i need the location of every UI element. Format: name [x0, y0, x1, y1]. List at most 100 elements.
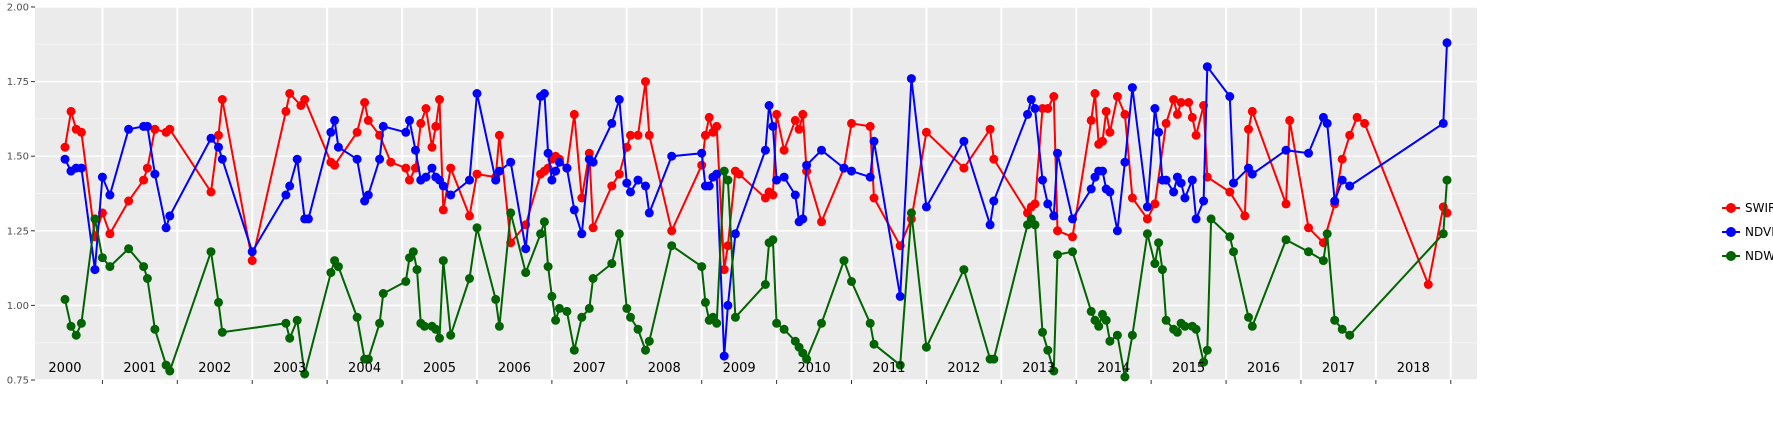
data-point-ndvi	[76, 163, 86, 173]
data-point-swir	[1043, 104, 1053, 113]
year-label: 2014	[1097, 361, 1130, 376]
data-point-swir	[1184, 98, 1194, 107]
data-point-swir	[1105, 127, 1115, 137]
data-point-ndvi	[411, 145, 420, 155]
data-point-ndwi	[551, 315, 561, 325]
data-point-ndwi	[333, 262, 343, 272]
data-point-ndvi	[723, 300, 733, 310]
legend-label-ndvi: NDVI	[1745, 225, 1773, 239]
data-point-ndvi	[1330, 196, 1340, 206]
plot-svg: 2000 2001 2002 2003 2004 2005 2006 2007 2008 2009…	[7, 3, 1477, 387]
data-point-ndwi	[1199, 357, 1209, 367]
data-point-swir	[641, 77, 650, 87]
data-point-ndvi	[562, 163, 572, 173]
data-point-ndvi	[465, 175, 474, 185]
data-point-ndwi	[817, 318, 826, 328]
data-point-ndvi	[506, 157, 516, 167]
data-point-swir	[300, 95, 310, 104]
legend-key-ndwi	[1720, 245, 1742, 267]
legend-item-ndvi: NDVI	[1720, 220, 1773, 244]
data-point-ndvi	[1169, 187, 1179, 197]
data-point-ndvi	[421, 172, 431, 182]
data-point-swir	[719, 265, 729, 275]
data-point-ndvi	[292, 154, 302, 164]
data-point-swir	[165, 124, 175, 134]
data-point-ndwi	[667, 241, 677, 251]
data-point-swir	[700, 130, 710, 140]
data-point-ndvi	[378, 121, 388, 131]
data-point-ndvi	[97, 172, 107, 182]
data-point-ndwi	[1330, 315, 1340, 325]
year-label: 2016	[1247, 361, 1280, 376]
data-point-swir	[1068, 232, 1077, 242]
data-point-ndvi	[798, 214, 808, 224]
data-point-ndvi	[569, 205, 579, 215]
data-point-swir	[1120, 109, 1130, 119]
series-line-ndvi	[64, 42, 1448, 357]
data-point-swir	[494, 130, 504, 140]
data-point-ndwi	[1180, 321, 1190, 331]
data-point-ndwi	[506, 208, 516, 218]
data-point-swir	[1352, 112, 1362, 122]
data-point-ndvi	[427, 163, 437, 173]
year-label: 2004	[348, 361, 381, 376]
data-point-ndvi	[895, 291, 905, 301]
data-point-swir	[1169, 95, 1179, 104]
data-point-ndwi	[614, 229, 624, 239]
data-point-swir	[734, 169, 744, 179]
data-point-swir	[712, 121, 722, 131]
data-point-ndwi	[1229, 247, 1238, 257]
data-point-ndwi	[626, 312, 635, 322]
data-point-ndvi	[730, 229, 740, 239]
data-point-ndwi	[431, 324, 441, 334]
year-label: 2015	[1172, 361, 1205, 376]
data-point-ndvi	[644, 208, 654, 218]
data-point-ndwi	[420, 321, 429, 331]
y-tick-label: 1.00	[7, 301, 29, 312]
data-point-ndwi	[412, 265, 422, 275]
data-point-swir	[1053, 226, 1062, 236]
data-point-ndvi	[1161, 175, 1171, 185]
data-point-ndvi	[865, 172, 875, 182]
data-point-swir	[704, 112, 714, 122]
data-point-swir	[281, 106, 291, 116]
data-point-ndwi	[906, 208, 916, 218]
data-point-ndvi	[764, 101, 774, 110]
data-point-swir	[1090, 89, 1100, 98]
data-point-ndvi	[697, 148, 707, 158]
data-point-swir	[142, 163, 152, 173]
data-point-swir	[401, 163, 411, 173]
data-point-swir	[285, 89, 295, 98]
data-point-ndwi	[700, 297, 710, 307]
data-point-ndvi	[375, 154, 385, 164]
data-point-ndwi	[1345, 330, 1355, 340]
y-tick-label: 1.50	[7, 152, 29, 163]
data-point-ndvi	[614, 95, 624, 104]
data-point-swir	[626, 130, 635, 140]
data-point-ndvi	[719, 351, 729, 361]
data-point-ndwi	[66, 321, 76, 331]
data-point-ndvi	[1187, 175, 1197, 185]
data-point-ndwi	[1318, 256, 1328, 266]
data-point-ndvi	[577, 229, 587, 239]
data-point-ndvi	[607, 118, 617, 128]
data-point-ndwi	[1142, 229, 1152, 239]
year-label: 2009	[723, 361, 756, 376]
data-point-ndwi	[1157, 265, 1167, 275]
data-point-ndvi	[1281, 145, 1291, 155]
data-point-ndvi	[1247, 169, 1257, 179]
data-point-ndwi	[1068, 247, 1077, 257]
data-point-ndvi	[247, 247, 257, 257]
data-point-swir	[1345, 130, 1355, 140]
data-point-swir	[66, 106, 76, 116]
data-point-swir	[1191, 130, 1201, 140]
data-point-ndwi	[539, 217, 549, 227]
series-line-swir	[64, 81, 1448, 289]
data-point-swir	[427, 142, 437, 152]
data-point-swir	[1244, 124, 1253, 134]
data-point-swir	[105, 229, 115, 239]
data-point-ndvi	[1442, 38, 1452, 48]
data-point-ndwi	[959, 265, 969, 275]
data-point-swir	[217, 95, 227, 104]
data-point-ndvi	[1023, 109, 1032, 119]
